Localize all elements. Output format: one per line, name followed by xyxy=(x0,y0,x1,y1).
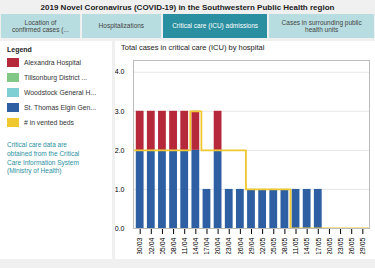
svg-text:20/04: 20/04 xyxy=(214,238,221,255)
svg-text:08/04: 08/04 xyxy=(170,238,177,255)
html-text:Cases in surrounding public he: Cases in surrounding public health units xyxy=(281,18,362,34)
svg-text:30/03: 30/03 xyxy=(136,238,143,255)
html-text:St. Thomas Elgin Gen...: St. Thomas Elgin Gen... xyxy=(24,104,96,112)
svg-text:23/05: 23/05 xyxy=(337,238,344,255)
html-text:Total cases in critical care (: Total cases in critical care (ICU) by ho… xyxy=(121,43,265,53)
svg-text:11/05: 11/05 xyxy=(292,238,299,255)
svg-text:2.0: 2.0 xyxy=(115,147,125,154)
svg-text:05/04: 05/04 xyxy=(159,238,166,255)
svg-text:11/04: 11/04 xyxy=(181,238,188,255)
svg-text:20/05: 20/05 xyxy=(326,238,333,255)
svg-text:17/04: 17/04 xyxy=(203,238,210,255)
html-text:Woodstock General H...: Woodstock General H... xyxy=(24,89,96,97)
svg-text:3.0: 3.0 xyxy=(115,108,125,115)
html-text:2019 Novel Coronavirus (COVID-: 2019 Novel Coronavirus (COVID-19) in the… xyxy=(40,3,335,12)
html-text:Location of confirmed cases (.: Location of confirmed cases (... xyxy=(12,18,69,34)
svg-text:29/04: 29/04 xyxy=(248,238,255,255)
svg-text:1.0: 1.0 xyxy=(115,186,125,193)
svg-text:14/05: 14/05 xyxy=(303,238,310,255)
svg-text:02/05: 02/05 xyxy=(259,238,266,255)
html-text:# in vented beds: # in vented beds xyxy=(24,119,74,127)
svg-text:29/05: 29/05 xyxy=(359,238,366,255)
html-text:Alexandra Hospital: Alexandra Hospital xyxy=(24,59,82,67)
svg-text:26/04: 26/04 xyxy=(237,238,244,255)
svg-text:26/05: 26/05 xyxy=(348,238,355,255)
svg-text:14/04: 14/04 xyxy=(192,238,199,255)
html-text:Critical care (ICU) admissions: Critical care (ICU) admissions xyxy=(172,22,259,30)
html-text:Legend: Legend xyxy=(7,46,32,54)
svg-text:05/05: 05/05 xyxy=(270,238,277,255)
svg-text:02/04: 02/04 xyxy=(148,238,155,255)
html-text:Tillsonburg District ...: Tillsonburg District ... xyxy=(24,74,88,82)
svg-text:4.0: 4.0 xyxy=(115,69,125,76)
html-text:Hospitalizations: Hospitalizations xyxy=(98,22,145,30)
svg-text:0.0: 0.0 xyxy=(115,225,125,232)
svg-text:17/05: 17/05 xyxy=(315,238,322,255)
svg-text:23/04: 23/04 xyxy=(225,238,232,255)
html-text:Critical care data are obtaine: Critical care data are obtained from the… xyxy=(7,141,80,175)
svg-text:08/05: 08/05 xyxy=(281,238,288,255)
